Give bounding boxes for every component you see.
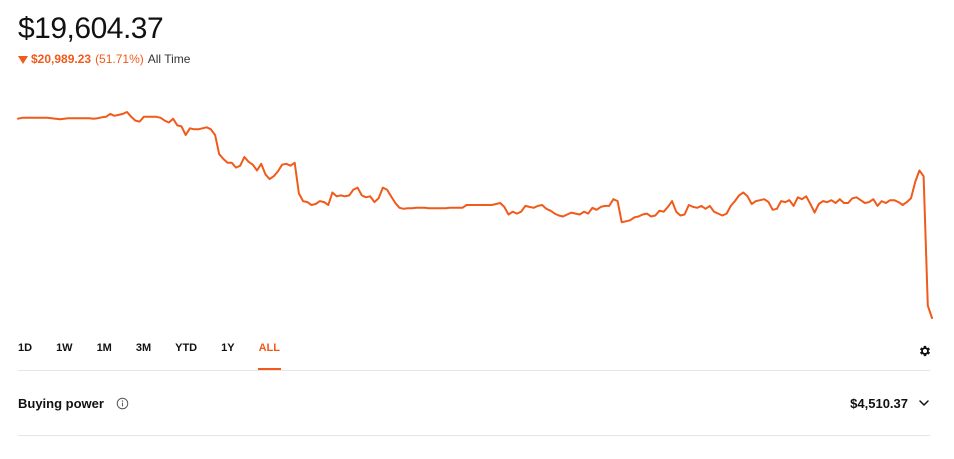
buying-power-value: $4,510.37 [850,395,908,411]
range-tab-ytd[interactable]: YTD [175,342,198,354]
buying-power-label: Buying power [18,395,104,411]
divider [18,435,930,436]
change-amount: $20,989.23 [31,52,92,66]
chevron-down-icon[interactable] [918,397,930,409]
change-percent: (51.71%) [95,52,144,66]
divider [18,370,930,371]
info-icon[interactable] [116,397,129,410]
range-tab-all[interactable]: ALL [257,340,282,370]
range-tab-1y[interactable]: 1Y [221,342,235,354]
portfolio-series-line [17,111,933,319]
range-tab-1m[interactable]: 1M [96,342,112,354]
portfolio-value: $19,604.37 [18,12,164,45]
gear-icon[interactable] [918,344,932,358]
portfolio-change: $20,989.23 (51.71%) All Time [18,52,190,66]
range-tab-1w[interactable]: 1W [56,342,73,354]
range-tab-1d[interactable]: 1D [18,342,33,354]
time-range-tabs: 1D 1W 1M 3M YTD 1Y ALL [18,340,304,370]
portfolio-chart[interactable] [0,100,954,330]
down-arrow-icon [18,55,28,64]
range-tab-3m[interactable]: 3M [135,342,152,354]
change-period: All Time [147,52,191,66]
buying-power-row[interactable]: Buying power $4,510.37 [18,392,930,414]
